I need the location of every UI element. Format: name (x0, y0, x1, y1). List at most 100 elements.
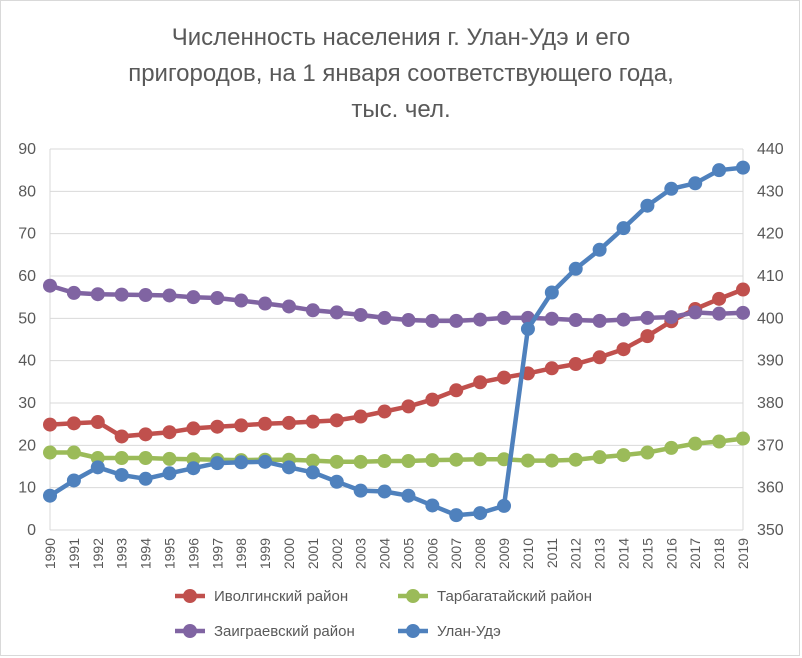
data-point (234, 293, 249, 308)
data-point (544, 311, 559, 326)
data-point (377, 310, 392, 325)
data-point (568, 261, 583, 276)
x-tick-label: 1991 (66, 538, 82, 569)
data-point (640, 310, 655, 325)
data-point (736, 282, 750, 297)
data-point (736, 305, 750, 320)
x-tick-label: 2005 (400, 538, 416, 569)
data-point (66, 285, 81, 300)
x-tick-label: 2013 (592, 538, 608, 569)
chart-title-line-3: тыс. чел. (351, 96, 451, 123)
data-point (664, 310, 679, 325)
data-point (114, 467, 129, 482)
data-point (90, 287, 105, 302)
data-point (640, 445, 655, 460)
data-point (258, 454, 273, 469)
data-point (305, 414, 320, 429)
data-point (473, 312, 488, 327)
data-point (640, 329, 655, 344)
data-point (473, 452, 488, 467)
x-tick-label: 1996 (185, 538, 201, 569)
series-line (47, 436, 746, 465)
y-right-tick-label: 360 (757, 480, 784, 497)
x-tick-label: 1993 (114, 538, 130, 569)
data-point (305, 453, 320, 468)
data-point (114, 287, 129, 302)
data-point (66, 445, 81, 460)
data-point (736, 160, 750, 175)
data-point (377, 484, 392, 499)
data-point (688, 436, 703, 451)
legend-marker (406, 589, 420, 603)
x-tick-label: 2012 (568, 538, 584, 569)
data-point (712, 306, 727, 321)
y-left-tick-label: 0 (27, 522, 36, 539)
data-point (162, 425, 177, 440)
data-point (43, 278, 57, 293)
data-point (353, 483, 368, 498)
data-point (688, 305, 703, 320)
x-tick-label: 2002 (329, 538, 345, 569)
data-point (353, 454, 368, 469)
data-point (616, 221, 631, 236)
data-point (186, 290, 201, 305)
data-point (544, 453, 559, 468)
data-point (425, 453, 440, 468)
data-point (305, 465, 320, 480)
y-right-tick-label: 430 (757, 183, 784, 200)
data-point (449, 383, 464, 398)
series-line (47, 283, 746, 324)
legend-label: Улан-Удэ (437, 623, 501, 640)
legend-label: Заиграевский район (214, 623, 355, 640)
data-point (592, 242, 607, 257)
legend-marker (183, 589, 197, 603)
data-point (712, 434, 727, 449)
data-point (329, 413, 344, 428)
data-point (281, 415, 296, 430)
x-tick-label: 1997 (209, 538, 225, 569)
x-tick-label: 1992 (90, 538, 106, 569)
data-point (520, 321, 535, 336)
data-point (520, 453, 535, 468)
data-point (497, 498, 512, 513)
data-point (544, 285, 559, 300)
chart-title: Численность населения г. Улан-Удэ и его … (0, 20, 802, 128)
y-right-tick-label: 380 (757, 395, 784, 412)
x-tick-label: 2004 (377, 538, 393, 569)
x-tick-label: 1999 (257, 538, 273, 569)
y-left-tick-label: 50 (18, 310, 36, 327)
x-tick-label: 2011 (544, 538, 560, 568)
y-left-tick-label: 60 (18, 268, 36, 285)
data-point (186, 461, 201, 476)
x-tick-label: 2019 (735, 538, 751, 569)
data-point (234, 455, 249, 470)
data-point (425, 498, 440, 513)
y-left-tick-label: 90 (18, 141, 36, 158)
data-point (497, 310, 512, 325)
data-point (329, 305, 344, 320)
data-point (616, 312, 631, 327)
data-point (592, 313, 607, 328)
data-point (210, 456, 225, 471)
x-tick-label: 2000 (281, 538, 297, 569)
data-point (712, 291, 727, 306)
data-point (90, 415, 105, 430)
data-point (114, 429, 129, 444)
data-point (90, 460, 105, 475)
x-tick-label: 2014 (616, 538, 632, 569)
data-point (449, 313, 464, 328)
data-point (162, 466, 177, 481)
x-tick-label: 2016 (663, 538, 679, 569)
data-point (162, 451, 177, 466)
data-point (425, 392, 440, 407)
x-tick-label: 1990 (42, 538, 58, 569)
y-left-tick-label: 20 (18, 437, 36, 454)
data-point (210, 291, 225, 306)
data-point (568, 313, 583, 328)
data-point (568, 452, 583, 467)
data-point (664, 181, 679, 196)
data-point (186, 421, 201, 436)
data-point (329, 454, 344, 469)
